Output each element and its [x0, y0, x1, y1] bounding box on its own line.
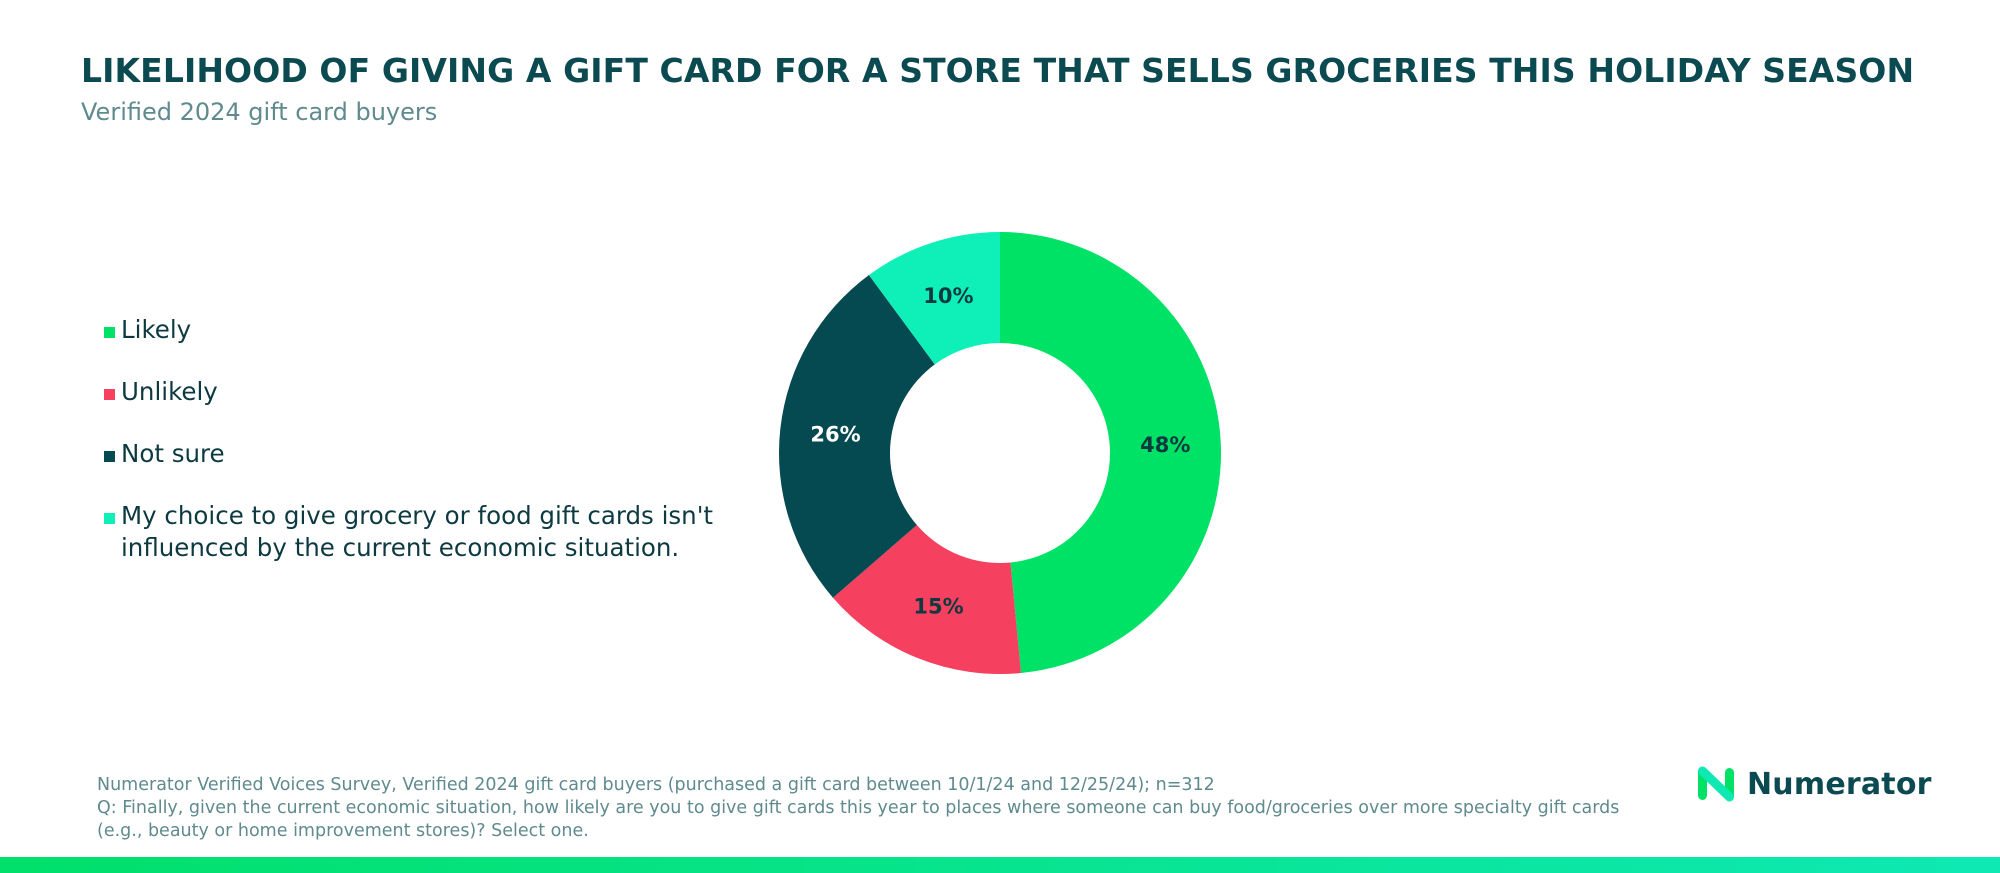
data-label-not-sure: 26%	[810, 423, 860, 447]
legend-label-not-influenced: My choice to give grocery or food gift c…	[121, 501, 714, 562]
legend-swatch-not-sure	[104, 451, 115, 462]
donut-slice-not-influenced	[868, 232, 1000, 365]
donut-slice-unlikely	[832, 525, 1022, 674]
legend-label-unlikely: Unlikely	[121, 377, 218, 406]
question-note: Q: Finally, given the current economic s…	[97, 798, 1620, 841]
bottom-accent-bar	[0, 857, 2000, 873]
brand-name: Numerator	[1747, 766, 1932, 802]
legend-label-not-sure: Not sure	[121, 439, 225, 468]
chart-subtitle: Verified 2024 gift card buyers	[81, 98, 438, 126]
chart-footnote: Numerator Verified Voices Survey, Verifi…	[97, 774, 1657, 843]
data-label-unlikely: 15%	[913, 595, 963, 619]
source-note: Numerator Verified Voices Survey, Verifi…	[97, 775, 1215, 795]
legend-swatch-likely	[104, 327, 115, 338]
numerator-n-logo-icon	[1698, 766, 1734, 802]
legend-item-likely: Likely	[104, 314, 713, 346]
donut-slice-likely	[1000, 232, 1221, 673]
legend-swatch-unlikely	[104, 389, 115, 400]
legend-label-likely: Likely	[121, 315, 192, 344]
legend-item-not-influenced: My choice to give grocery or food gift c…	[104, 500, 713, 564]
chart-title: LIKELIHOOD OF GIVING A GIFT CARD FOR A S…	[81, 51, 1915, 90]
donut-slice-not-sure	[778, 275, 935, 598]
legend-swatch-not-influenced	[104, 513, 115, 524]
legend-item-not-sure: Not sure	[104, 438, 713, 470]
data-label-not-influenced: 10%	[923, 284, 973, 308]
brand-logo: Numerator	[1697, 764, 1932, 804]
data-label-likely: 48%	[1140, 433, 1190, 457]
legend-item-unlikely: Unlikely	[104, 376, 713, 408]
chart-legend: Likely Unlikely Not sure My choice to gi…	[104, 314, 713, 594]
